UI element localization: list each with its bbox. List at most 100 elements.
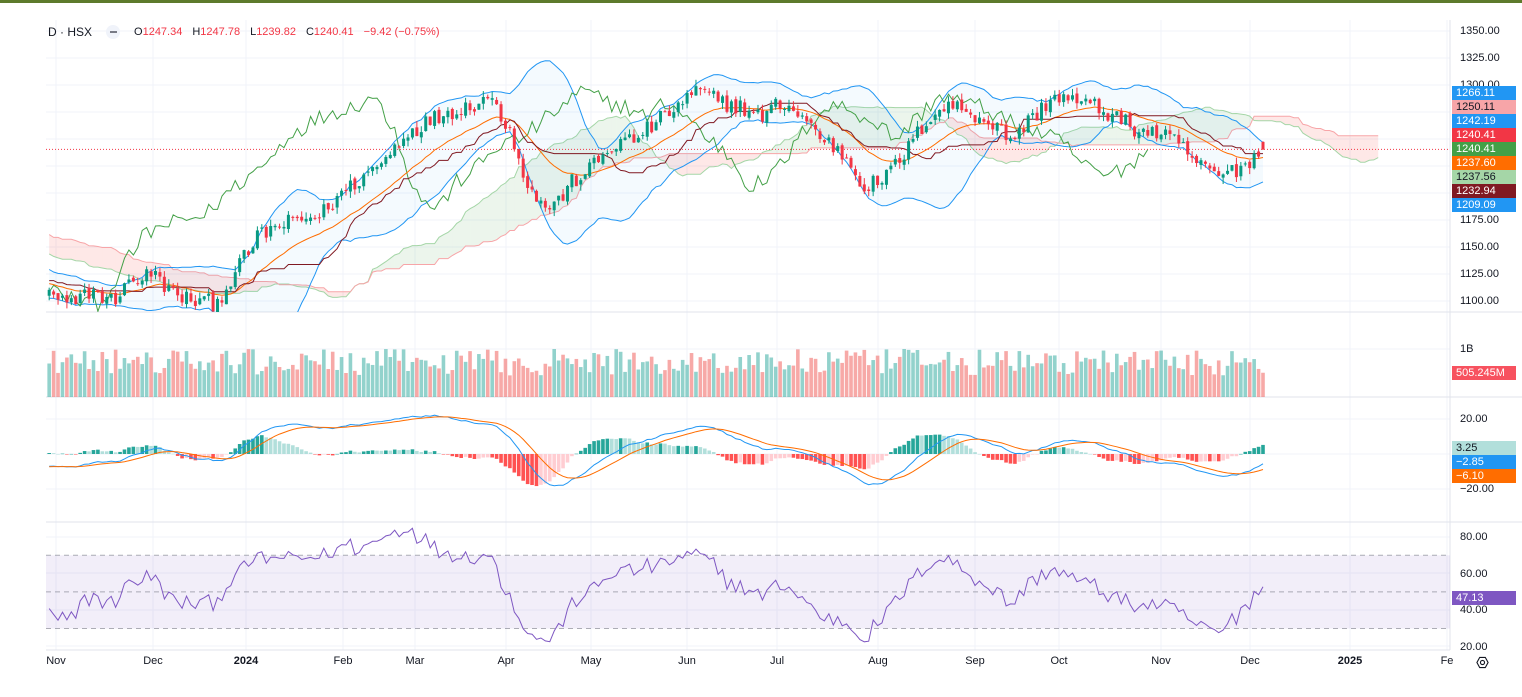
- macd-histogram-bar: [459, 454, 463, 458]
- volume-bar: [751, 365, 756, 397]
- volume-bar: [193, 368, 198, 397]
- bollinger-lower: [49, 119, 1264, 312]
- price-axis-label: 1175.00: [1460, 214, 1499, 226]
- candle-body: [1221, 174, 1225, 178]
- cloud-segment: [456, 220, 462, 254]
- macd-histogram-bar: [335, 453, 339, 455]
- cloud-segment: [1369, 135, 1374, 161]
- volume-bar: [853, 352, 858, 397]
- candle-body: [920, 125, 924, 134]
- macd-histogram-bar: [556, 454, 561, 472]
- macd-histogram-bar: [65, 454, 69, 455]
- cloud-segment: [1045, 141, 1051, 153]
- volume-bar: [618, 351, 623, 397]
- cloud-segment: [1298, 117, 1303, 134]
- candle-body: [991, 123, 995, 130]
- settings-gear-icon[interactable]: [1476, 656, 1489, 669]
- macd-histogram-bar: [255, 436, 260, 454]
- macd-histogram-bar: [986, 454, 991, 458]
- candle-body: [1172, 134, 1176, 136]
- candle-body: [561, 194, 565, 201]
- volume-bar: [866, 365, 871, 397]
- candle-body: [1239, 165, 1243, 177]
- time-axis-label: Feb: [333, 655, 353, 667]
- price-badge: 1240.41: [1452, 128, 1516, 142]
- high-label: H: [192, 26, 201, 38]
- macd-histogram-bar: [884, 454, 889, 456]
- volume-bar: [56, 372, 60, 397]
- close-value: 1240.41: [313, 26, 354, 38]
- macd-histogram-bar: [1230, 454, 1234, 457]
- volume-bar: [162, 367, 167, 397]
- volume-bar: [875, 355, 880, 397]
- candle-body: [247, 251, 251, 255]
- candle-body: [304, 218, 308, 222]
- volume-bar: [933, 364, 937, 397]
- volume-bar: [286, 368, 291, 397]
- candle-body: [521, 158, 525, 178]
- volume-bar: [1243, 358, 1248, 397]
- candle-body: [619, 139, 623, 151]
- cloud-segment: [124, 254, 129, 276]
- candle-body: [698, 88, 702, 90]
- volume-bar: [65, 357, 69, 397]
- cloud-segment: [1041, 141, 1046, 153]
- cloud-segment: [261, 281, 267, 287]
- candle-body: [734, 99, 738, 114]
- macd-histogram-bar: [778, 454, 782, 459]
- volume-bar: [818, 372, 822, 397]
- candle-body: [858, 175, 862, 187]
- volume-bar: [796, 349, 800, 397]
- collapse-legend-icon[interactable]: [106, 25, 121, 39]
- macd-histogram-bar: [401, 449, 406, 454]
- candle-body: [597, 155, 600, 163]
- volume-bar: [942, 359, 946, 397]
- macd-histogram-bar: [508, 454, 512, 469]
- grid: [46, 20, 1450, 650]
- cloud-segment: [478, 198, 484, 246]
- macd-histogram-bar: [1172, 454, 1177, 458]
- candle-body: [1190, 155, 1194, 158]
- macd-histogram-bar: [1097, 454, 1101, 458]
- candle-body: [91, 289, 95, 299]
- open-label: O: [134, 26, 143, 38]
- cloud-segment: [700, 153, 705, 175]
- high-value: 1247.78: [200, 26, 241, 38]
- volume-bar: [765, 354, 769, 397]
- volume-badge: 505.245M: [1452, 366, 1516, 380]
- volume-bar: [1261, 372, 1265, 397]
- macd-histogram-bar: [317, 454, 322, 456]
- macd-histogram-bar: [769, 454, 774, 462]
- volume-bar: [565, 358, 570, 397]
- candle-body: [499, 104, 503, 122]
- candle-body: [495, 99, 499, 105]
- macd-histogram-bar: [618, 438, 623, 454]
- macd-histogram-bar: [415, 450, 419, 454]
- symbol-label[interactable]: D · HSX: [48, 25, 93, 39]
- candle-body: [278, 226, 282, 228]
- cloud-segment: [461, 211, 466, 251]
- volume-bar: [428, 366, 432, 397]
- volume-bar: [220, 353, 224, 397]
- cloud-segment: [1107, 127, 1113, 145]
- macd-histogram-bar: [375, 450, 379, 454]
- volume-bar: [711, 353, 716, 397]
- candle-body: [295, 216, 299, 219]
- volume-bar: [104, 359, 109, 397]
- candle-body: [783, 108, 787, 110]
- candle-body: [893, 158, 897, 165]
- macd-histogram-bar: [499, 454, 503, 463]
- candle-body: [517, 149, 521, 159]
- volume-bar: [649, 356, 654, 397]
- volume-bar: [87, 368, 91, 397]
- macd-histogram-bar: [432, 451, 437, 454]
- candle-body: [459, 113, 463, 115]
- macd-histogram-bar: [1146, 454, 1150, 463]
- volume-bar: [308, 360, 313, 397]
- candle-body: [371, 167, 375, 172]
- candle-body: [1110, 113, 1114, 122]
- candle-body: [357, 186, 361, 189]
- volume-bar: [1057, 371, 1062, 397]
- cloud-segment: [518, 166, 524, 226]
